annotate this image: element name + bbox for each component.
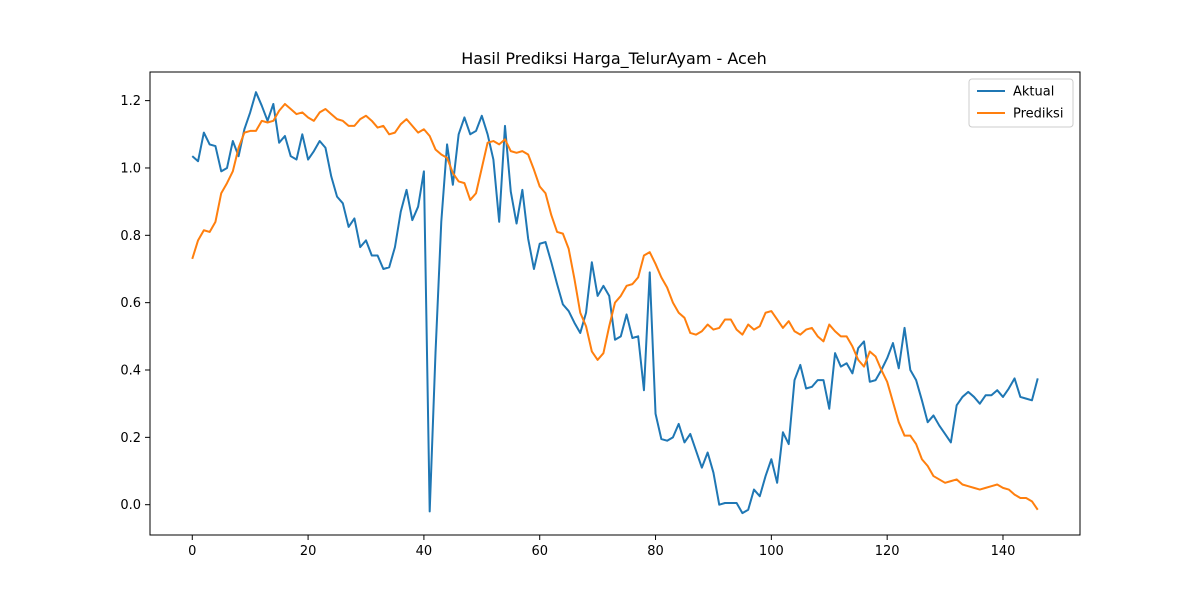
x-tick-label: 0	[188, 544, 196, 559]
x-tick-label: 140	[991, 544, 1016, 559]
y-tick-label: 1.2	[120, 94, 141, 109]
x-tick-label: 20	[300, 544, 317, 559]
y-tick-label: 0.2	[120, 431, 141, 446]
y-tick-label: 0.0	[120, 498, 141, 513]
series-line-aktual	[191, 91, 1039, 515]
y-tick-label: 1.0	[120, 161, 141, 176]
y-tick-label: 0.8	[120, 229, 141, 244]
x-tick-label: 100	[759, 544, 784, 559]
y-tick-label: 0.4	[120, 364, 141, 379]
legend-label: Aktual	[1013, 85, 1054, 100]
x-tick-label: 120	[875, 544, 900, 559]
chart-title: Hasil Prediksi Harga_TelurAyam - Aceh	[461, 49, 767, 69]
series-line-prediksi	[191, 102, 1039, 511]
x-tick-label: 80	[647, 544, 664, 559]
legend: Aktual Prediksi	[968, 78, 1074, 128]
legend-label: Prediksi	[1013, 107, 1063, 122]
x-tick-label: 40	[416, 544, 433, 559]
y-tick-label: 0.6	[120, 296, 141, 311]
axes: 0 20 40 60 80 100 120 140 0.0 0.2 0.4 0.6 0.8 1.0 1.2	[120, 94, 1015, 559]
x-tick-label: 60	[531, 544, 548, 559]
axes-frame	[149, 71, 1081, 536]
plot-area	[191, 91, 1039, 515]
